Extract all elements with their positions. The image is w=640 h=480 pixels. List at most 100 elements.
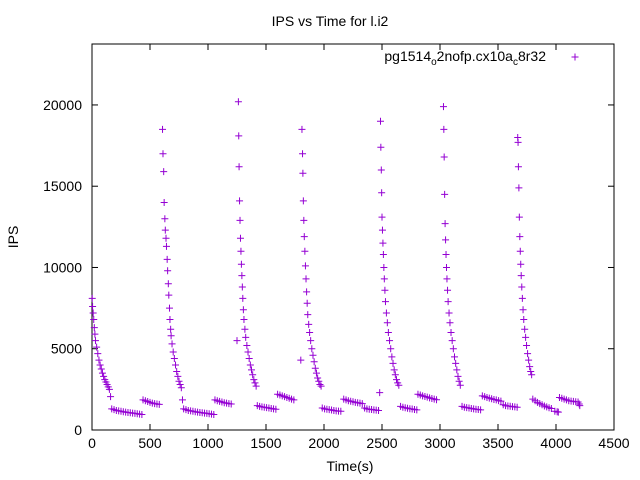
data-point	[441, 190, 449, 198]
data-point	[237, 260, 245, 268]
data-point	[447, 328, 455, 336]
legend-label-part: 2nofp.cx10a	[437, 48, 513, 64]
data-point	[376, 117, 384, 125]
x-tick-label: 0	[88, 435, 96, 451]
data-point	[524, 350, 532, 358]
data-point	[440, 125, 448, 133]
data-point	[381, 298, 389, 306]
data-point	[165, 304, 173, 312]
data-point	[395, 381, 403, 389]
data-point	[238, 272, 246, 280]
x-tick-label: 3500	[482, 435, 513, 451]
data-point	[439, 103, 447, 111]
data-point	[162, 242, 170, 250]
data-point	[240, 315, 248, 323]
data-point	[249, 371, 257, 379]
data-point	[239, 306, 247, 314]
data-point	[251, 379, 259, 387]
x-tick-label: 2000	[308, 435, 339, 451]
data-point	[160, 168, 168, 176]
y-tick-label: 20000	[43, 97, 82, 113]
data-point	[513, 403, 521, 411]
x-axis-label: Time(s)	[327, 458, 374, 474]
data-point	[300, 233, 308, 241]
data-point	[380, 275, 388, 283]
data-point	[241, 325, 249, 333]
data-point	[384, 328, 392, 336]
data-point	[90, 324, 98, 332]
data-point	[246, 361, 254, 369]
data-point	[526, 363, 534, 371]
data-point	[455, 377, 463, 385]
x-axis: 0 500 1000 1500 2000 2500 3000 3500 4000 4500	[88, 44, 630, 451]
data-point	[516, 233, 524, 241]
data-point	[575, 400, 583, 408]
data-point	[497, 397, 505, 405]
chart-title: IPS vs Time for l.i2	[272, 13, 389, 29]
data-point	[305, 320, 313, 328]
data-point	[515, 184, 523, 192]
data-point	[451, 353, 458, 361]
data-point	[301, 247, 309, 255]
data-point	[378, 213, 386, 221]
data-point	[167, 332, 175, 340]
data-point	[162, 234, 170, 242]
data-point	[379, 239, 387, 247]
data-point	[248, 366, 255, 374]
data-point	[441, 220, 449, 228]
x-tick-label: 2500	[366, 435, 397, 451]
data-point	[105, 385, 113, 393]
data-point	[164, 280, 172, 288]
data-points	[88, 98, 584, 419]
data-point	[303, 288, 311, 296]
data-point	[378, 189, 386, 197]
data-point	[236, 216, 244, 224]
data-point	[235, 132, 243, 140]
data-point	[97, 365, 105, 373]
data-point	[98, 369, 106, 377]
data-point	[521, 325, 529, 333]
x-tick-label: 1500	[250, 435, 281, 451]
data-point	[515, 213, 523, 221]
data-point	[514, 163, 522, 171]
y-tick-label: 0	[74, 422, 82, 438]
data-point	[303, 299, 311, 307]
legend-entry-label: pg1514o2nofp.cx10ac8r32	[384, 48, 546, 68]
y-axis-label: IPS	[5, 226, 21, 249]
data-point	[523, 341, 531, 349]
data-point	[233, 337, 241, 345]
data-point	[161, 226, 169, 234]
data-point	[178, 396, 186, 404]
data-point	[517, 272, 525, 280]
data-point	[453, 366, 461, 374]
data-point	[454, 372, 462, 380]
data-point	[388, 353, 396, 361]
data-point	[383, 319, 391, 327]
data-point	[210, 411, 218, 419]
data-point	[177, 384, 185, 392]
data-point	[252, 382, 260, 390]
data-point	[176, 380, 184, 388]
data-point	[518, 283, 526, 291]
data-point	[250, 376, 258, 384]
data-point	[94, 350, 102, 358]
data-point	[337, 407, 345, 415]
data-point	[375, 406, 383, 414]
data-point	[300, 216, 308, 224]
legend-label-part: o	[431, 57, 437, 68]
data-point	[452, 359, 460, 367]
data-point	[238, 283, 246, 291]
data-point	[554, 408, 562, 416]
data-point	[390, 366, 398, 374]
data-point	[442, 236, 450, 244]
data-point	[377, 143, 385, 151]
data-point	[518, 294, 526, 302]
legend-label-part: 8r32	[518, 48, 546, 64]
data-point	[443, 275, 451, 283]
y-tick-label: 5000	[51, 341, 82, 357]
data-point	[316, 380, 324, 388]
data-point	[302, 275, 310, 283]
data-point	[174, 372, 182, 380]
data-point	[517, 260, 525, 268]
